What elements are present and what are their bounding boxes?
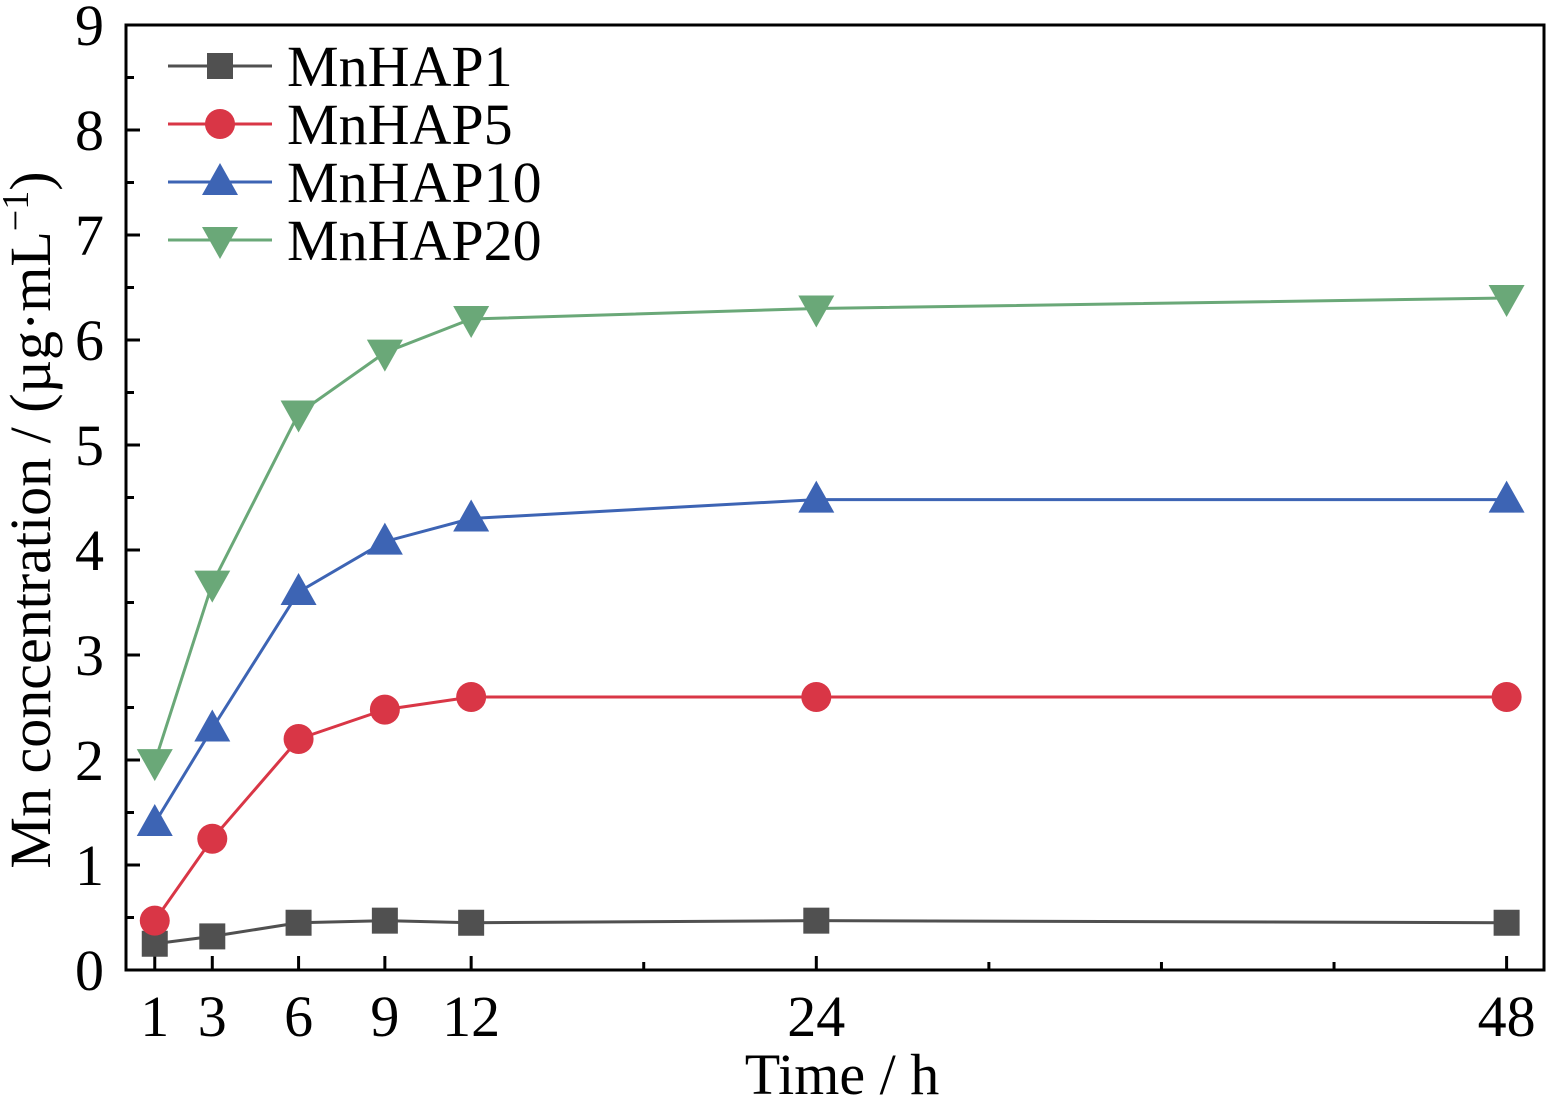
data-point: [456, 682, 487, 712]
y-axis-title-superscript: −1: [0, 191, 37, 231]
y-tick-label: 5: [75, 413, 104, 478]
legend-label: MnHAP10: [287, 150, 542, 215]
data-point: [136, 749, 173, 782]
x-tick-label: 9: [370, 984, 399, 1049]
data-point: [798, 480, 835, 513]
series-layer: [136, 285, 1525, 957]
y-tick-label: 1: [75, 833, 104, 898]
y-axis-title-main: Mn concentration / (µg·mL: [0, 231, 63, 868]
x-axis: 1 3 6 9 12 24 48: [140, 956, 1536, 1049]
series-MnHAP10: [136, 480, 1525, 836]
series-line: [153, 695, 1507, 922]
x-tick-label: 48: [1478, 984, 1536, 1049]
x-axis-title: Time / h: [745, 1042, 939, 1099]
data-point: [136, 804, 173, 836]
series-MnHAP1: [141, 907, 1520, 957]
x-tick-label: 3: [198, 984, 227, 1049]
x-tick-label: 24: [787, 984, 845, 1049]
series-line: [153, 296, 1507, 763]
data-point: [798, 295, 835, 328]
data-point: [369, 694, 400, 725]
legend-marker: [205, 109, 235, 139]
data-point: [458, 909, 485, 936]
y-tick-label: 8: [75, 98, 104, 163]
data-point: [283, 724, 314, 754]
legend-entry: MnHAP1: [168, 34, 513, 99]
legend-entry: MnHAP5: [168, 92, 513, 157]
x-tick-label: 1: [140, 984, 169, 1049]
data-point: [803, 907, 830, 934]
y-axis-title-close: ): [0, 171, 63, 190]
data-point: [280, 573, 317, 605]
legend-marker: [202, 227, 238, 259]
series-MnHAP20: [136, 285, 1525, 782]
y-tick-label: 6: [75, 308, 104, 373]
data-point: [280, 400, 317, 433]
data-point: [194, 709, 231, 742]
data-point: [139, 905, 170, 936]
legend-entry: MnHAP10: [168, 150, 542, 215]
legend-marker: [202, 163, 238, 195]
legend-label: MnHAP1: [287, 34, 513, 99]
x-tick-label: 12: [442, 984, 500, 1049]
data-point: [453, 499, 490, 532]
y-tick-label: 3: [75, 623, 104, 688]
legend-label: MnHAP20: [287, 208, 542, 273]
y-axis-title: Mn concentration / (µg·mL−1): [0, 171, 63, 868]
y-tick-label: 0: [75, 938, 104, 1003]
data-point: [366, 522, 403, 555]
data-point: [1488, 480, 1525, 513]
legend-marker: [207, 53, 233, 79]
y-tick-label: 4: [75, 518, 104, 583]
y-tick-label: 9: [75, 0, 104, 58]
y-axis: 0 1 2 3 4 5 6 7 8 9: [75, 0, 140, 1003]
y-tick-label: 2: [75, 728, 104, 793]
legend-entry: MnHAP20: [168, 208, 542, 273]
data-point: [1488, 285, 1525, 317]
data-point: [453, 306, 490, 338]
data-point: [199, 923, 226, 950]
series-line: [153, 498, 1507, 824]
data-point: [801, 682, 832, 712]
data-point: [371, 907, 398, 934]
legend-label: MnHAP5: [287, 92, 513, 157]
data-point: [285, 909, 312, 936]
series-line: [154, 919, 1507, 946]
data-point: [194, 570, 231, 603]
data-point: [197, 823, 228, 854]
series-MnHAP5: [139, 682, 1522, 936]
data-point: [1493, 909, 1520, 936]
x-tick-label: 6: [284, 984, 313, 1049]
data-point: [1491, 682, 1522, 712]
data-point: [366, 339, 403, 372]
y-tick-label: 7: [75, 203, 104, 268]
